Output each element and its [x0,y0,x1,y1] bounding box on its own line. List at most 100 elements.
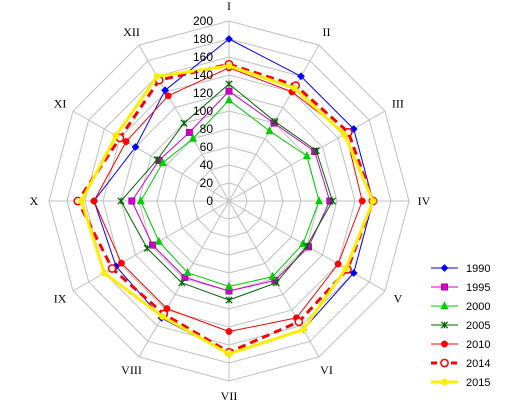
data-point [334,260,342,268]
data-point [122,138,130,146]
radial-tick-label: 200 [193,14,213,28]
data-point [272,279,280,287]
data-point [107,264,117,273]
radial-tick-label: 180 [193,32,213,46]
legend-label: 2015 [466,377,490,389]
legend-item: 2014 [431,358,490,370]
data-point [225,350,233,358]
legend-label: 2000 [466,301,490,313]
radial-tick-label: 100 [193,104,213,118]
data-point [154,236,163,245]
axis-label: VIII [121,363,142,377]
data-point [440,301,449,310]
data-point [441,340,448,348]
data-point [265,126,274,135]
data-point [185,128,193,136]
legend-label: 2005 [466,320,490,332]
axis-label: VII [221,389,238,403]
data-point [188,133,198,142]
data-point [312,146,320,155]
legend-item: 1995 [431,282,490,294]
data-point [225,35,233,43]
radial-tick-label: 40 [200,158,214,172]
data-point [303,242,311,250]
data-point [369,197,377,205]
data-point [349,125,358,133]
data-point [268,271,277,280]
data-point [164,92,172,100]
axis-label: I [227,0,231,13]
data-point [117,259,125,267]
data-point [131,143,140,151]
data-point [158,157,167,166]
axis-label: IV [418,194,431,208]
data-point [342,265,350,272]
data-point [100,269,108,277]
data-point [328,197,337,205]
legend-item: 1990 [431,263,490,275]
data-point [225,87,233,95]
data-point [297,72,305,81]
data-point [340,130,348,138]
axis-label: XI [54,97,67,111]
data-point [224,95,234,104]
legend: 1990 1995 2000 2005 2010 2014 2015 [431,263,490,389]
data-point [183,267,192,276]
data-point [225,62,233,70]
radial-tick-label: 140 [193,68,213,82]
data-point [153,72,161,80]
series-2015 [77,62,377,358]
data-point [77,197,85,205]
data-point [440,321,449,329]
series-line [120,83,333,301]
legend-label: 2014 [466,358,490,370]
radial-tick-label: 60 [200,140,214,154]
radial-tick-label: 160 [193,50,213,64]
data-point [271,117,279,126]
radial-tick-labels: 0 20 40 60 80 100 120 140 160 180 200 [193,14,213,208]
data-point [149,241,157,249]
data-point [224,281,234,290]
legend-item: 2000 [431,301,490,313]
data-point [441,378,448,386]
data-point [299,326,307,334]
series-line [140,99,320,287]
data-point [153,155,161,164]
series-2005 [117,80,337,304]
data-point [225,296,233,304]
axis-label: II [323,25,331,39]
data-point [161,86,170,95]
data-point [349,269,358,277]
radial-tick-label: 20 [200,176,214,190]
axis-label: X [30,194,39,208]
data-point [294,317,304,327]
series-line [79,64,375,356]
axis-label: V [394,292,403,306]
data-point [128,197,136,205]
data-point [136,196,145,205]
data-point [158,312,166,320]
series-2000 [136,95,324,290]
data-point [441,283,448,291]
data-point [302,151,311,160]
axis-label: XII [123,25,140,39]
data-point [440,264,449,272]
data-point [143,244,151,252]
radial-tick-label: 80 [200,122,214,136]
axis-label: III [392,97,404,111]
legend-label: 1990 [466,263,490,275]
data-point [112,132,120,140]
data-point [298,238,308,247]
data-point [225,328,233,335]
radial-tick-label: 120 [193,86,213,100]
data-point [90,197,98,205]
data-point [440,358,449,368]
legend-item: 2005 [431,320,490,332]
data-point [178,279,186,287]
data-point [225,80,233,88]
legend-label: 1995 [466,282,490,294]
data-point [358,197,366,205]
axis-label: IX [54,292,67,306]
